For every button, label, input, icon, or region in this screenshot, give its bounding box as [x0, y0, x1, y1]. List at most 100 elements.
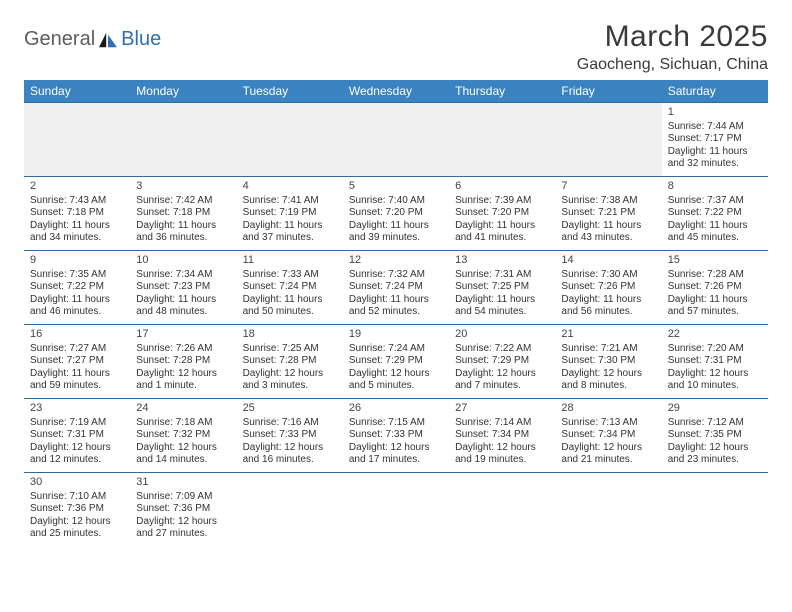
calendar-cell [24, 103, 130, 177]
sunrise-text: Sunrise: 7:19 AM [30, 417, 124, 430]
logo: General Blue [24, 20, 161, 51]
daylight-text: Daylight: 11 hours and 59 minutes. [30, 368, 124, 393]
calendar-cell: 30Sunrise: 7:10 AMSunset: 7:36 PMDayligh… [24, 473, 130, 547]
sunset-text: Sunset: 7:33 PM [349, 429, 443, 442]
sunrise-text: Sunrise: 7:14 AM [455, 417, 549, 430]
day-number: 3 [136, 180, 230, 194]
daylight-text: Daylight: 12 hours and 7 minutes. [455, 368, 549, 393]
sunset-text: Sunset: 7:17 PM [668, 133, 762, 146]
sunrise-text: Sunrise: 7:10 AM [30, 491, 124, 504]
weekday-header: Monday [130, 80, 236, 103]
calendar-cell: 13Sunrise: 7:31 AMSunset: 7:25 PMDayligh… [449, 251, 555, 325]
daylight-text: Daylight: 12 hours and 19 minutes. [455, 442, 549, 467]
calendar-cell [343, 103, 449, 177]
day-number: 14 [561, 254, 655, 268]
calendar-cell: 17Sunrise: 7:26 AMSunset: 7:28 PMDayligh… [130, 325, 236, 399]
sunset-text: Sunset: 7:31 PM [30, 429, 124, 442]
sunrise-text: Sunrise: 7:22 AM [455, 343, 549, 356]
sunset-text: Sunset: 7:25 PM [455, 281, 549, 294]
calendar-cell [662, 473, 768, 547]
sunset-text: Sunset: 7:29 PM [455, 355, 549, 368]
sunrise-text: Sunrise: 7:09 AM [136, 491, 230, 504]
sunrise-text: Sunrise: 7:33 AM [243, 269, 337, 282]
day-number: 21 [561, 328, 655, 342]
daylight-text: Daylight: 11 hours and 37 minutes. [243, 220, 337, 245]
sunset-text: Sunset: 7:31 PM [668, 355, 762, 368]
day-number: 24 [136, 402, 230, 416]
calendar-cell: 20Sunrise: 7:22 AMSunset: 7:29 PMDayligh… [449, 325, 555, 399]
calendar-cell: 4Sunrise: 7:41 AMSunset: 7:19 PMDaylight… [237, 177, 343, 251]
daylight-text: Daylight: 11 hours and 48 minutes. [136, 294, 230, 319]
daylight-text: Daylight: 12 hours and 12 minutes. [30, 442, 124, 467]
calendar-cell: 1Sunrise: 7:44 AMSunset: 7:17 PMDaylight… [662, 103, 768, 177]
day-number: 28 [561, 402, 655, 416]
calendar-cell: 28Sunrise: 7:13 AMSunset: 7:34 PMDayligh… [555, 399, 661, 473]
daylight-text: Daylight: 11 hours and 45 minutes. [668, 220, 762, 245]
daylight-text: Daylight: 12 hours and 17 minutes. [349, 442, 443, 467]
sunset-text: Sunset: 7:30 PM [561, 355, 655, 368]
day-number: 23 [30, 402, 124, 416]
calendar-body: 1Sunrise: 7:44 AMSunset: 7:17 PMDaylight… [24, 103, 768, 547]
day-number: 2 [30, 180, 124, 194]
calendar-page: General Blue March 2025 Gaocheng, Sichua… [0, 0, 792, 567]
day-number: 11 [243, 254, 337, 268]
calendar-cell: 25Sunrise: 7:16 AMSunset: 7:33 PMDayligh… [237, 399, 343, 473]
day-number: 9 [30, 254, 124, 268]
weekday-header: Wednesday [343, 80, 449, 103]
daylight-text: Daylight: 12 hours and 21 minutes. [561, 442, 655, 467]
day-number: 19 [349, 328, 443, 342]
weekday-header: Saturday [662, 80, 768, 103]
calendar-cell: 9Sunrise: 7:35 AMSunset: 7:22 PMDaylight… [24, 251, 130, 325]
sunset-text: Sunset: 7:20 PM [349, 207, 443, 220]
daylight-text: Daylight: 11 hours and 46 minutes. [30, 294, 124, 319]
day-number: 31 [136, 476, 230, 490]
daylight-text: Daylight: 12 hours and 25 minutes. [30, 516, 124, 541]
sunrise-text: Sunrise: 7:43 AM [30, 195, 124, 208]
calendar-cell: 26Sunrise: 7:15 AMSunset: 7:33 PMDayligh… [343, 399, 449, 473]
daylight-text: Daylight: 11 hours and 32 minutes. [668, 146, 762, 171]
sunrise-text: Sunrise: 7:44 AM [668, 121, 762, 134]
day-number: 17 [136, 328, 230, 342]
day-number: 1 [668, 106, 762, 120]
calendar-table: SundayMondayTuesdayWednesdayThursdayFrid… [24, 80, 768, 547]
daylight-text: Daylight: 11 hours and 56 minutes. [561, 294, 655, 319]
daylight-text: Daylight: 11 hours and 34 minutes. [30, 220, 124, 245]
sunrise-text: Sunrise: 7:25 AM [243, 343, 337, 356]
day-number: 13 [455, 254, 549, 268]
calendar-cell: 31Sunrise: 7:09 AMSunset: 7:36 PMDayligh… [130, 473, 236, 547]
sunrise-text: Sunrise: 7:26 AM [136, 343, 230, 356]
sunrise-text: Sunrise: 7:38 AM [561, 195, 655, 208]
sunrise-text: Sunrise: 7:12 AM [668, 417, 762, 430]
calendar-week: 30Sunrise: 7:10 AMSunset: 7:36 PMDayligh… [24, 473, 768, 547]
calendar-cell: 16Sunrise: 7:27 AMSunset: 7:27 PMDayligh… [24, 325, 130, 399]
daylight-text: Daylight: 12 hours and 14 minutes. [136, 442, 230, 467]
day-number: 16 [30, 328, 124, 342]
day-number: 10 [136, 254, 230, 268]
sunset-text: Sunset: 7:27 PM [30, 355, 124, 368]
sunset-text: Sunset: 7:33 PM [243, 429, 337, 442]
daylight-text: Daylight: 11 hours and 36 minutes. [136, 220, 230, 245]
calendar-cell [237, 473, 343, 547]
daylight-text: Daylight: 11 hours and 52 minutes. [349, 294, 443, 319]
daylight-text: Daylight: 11 hours and 39 minutes. [349, 220, 443, 245]
day-number: 22 [668, 328, 762, 342]
calendar-cell: 12Sunrise: 7:32 AMSunset: 7:24 PMDayligh… [343, 251, 449, 325]
weekday-header: Tuesday [237, 80, 343, 103]
sunrise-text: Sunrise: 7:31 AM [455, 269, 549, 282]
sunset-text: Sunset: 7:32 PM [136, 429, 230, 442]
sunrise-text: Sunrise: 7:28 AM [668, 269, 762, 282]
sail-icon [97, 31, 119, 49]
calendar-cell: 14Sunrise: 7:30 AMSunset: 7:26 PMDayligh… [555, 251, 661, 325]
calendar-cell: 2Sunrise: 7:43 AMSunset: 7:18 PMDaylight… [24, 177, 130, 251]
sunrise-text: Sunrise: 7:32 AM [349, 269, 443, 282]
day-number: 27 [455, 402, 549, 416]
day-number: 6 [455, 180, 549, 194]
sunrise-text: Sunrise: 7:30 AM [561, 269, 655, 282]
calendar-cell [130, 103, 236, 177]
daylight-text: Daylight: 11 hours and 50 minutes. [243, 294, 337, 319]
calendar-cell: 21Sunrise: 7:21 AMSunset: 7:30 PMDayligh… [555, 325, 661, 399]
calendar-cell: 10Sunrise: 7:34 AMSunset: 7:23 PMDayligh… [130, 251, 236, 325]
calendar-cell [449, 473, 555, 547]
day-number: 12 [349, 254, 443, 268]
calendar-cell [449, 103, 555, 177]
